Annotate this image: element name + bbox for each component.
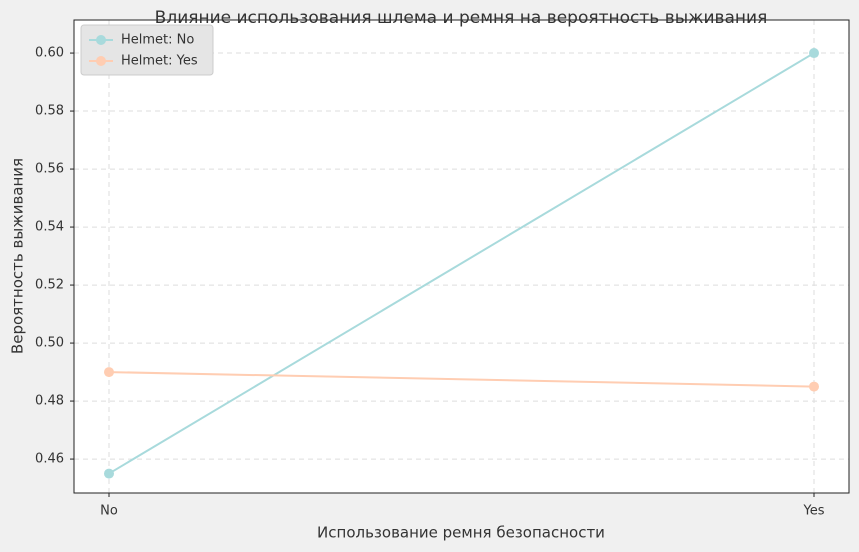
point bbox=[809, 381, 819, 392]
chart-title: Влияние использования шлема и ремня на в… bbox=[155, 8, 768, 28]
point bbox=[104, 468, 114, 479]
legend-marker bbox=[96, 56, 106, 66]
y-axis-label: Вероятность выживания bbox=[9, 158, 27, 354]
point bbox=[809, 48, 819, 59]
x-tick-label: Yes bbox=[803, 504, 825, 519]
legend-label: Helmet: No bbox=[121, 33, 194, 48]
legend-box bbox=[80, 24, 214, 76]
series-line bbox=[108, 52, 815, 475]
point bbox=[104, 367, 114, 378]
y-tick-label: 0.50 bbox=[35, 336, 64, 351]
grid bbox=[74, 20, 849, 493]
y-tick-label: 0.54 bbox=[35, 220, 64, 235]
plot-frame bbox=[73, 19, 850, 494]
y-tick-label: 0.60 bbox=[35, 46, 64, 61]
legend-label: Helmet: Yes bbox=[121, 54, 198, 69]
legend: Helmet: No Helmet: Yes bbox=[80, 24, 214, 76]
y-tick-label: 0.48 bbox=[35, 394, 64, 409]
series-line bbox=[108, 371, 815, 388]
legend-marker bbox=[96, 35, 106, 45]
x-tick-label: No bbox=[100, 504, 118, 519]
plot-area bbox=[74, 20, 849, 493]
y-tick-label: 0.58 bbox=[35, 104, 64, 119]
y-tick-label: 0.46 bbox=[35, 452, 64, 467]
marks bbox=[104, 48, 819, 479]
y-tick-label: 0.52 bbox=[35, 278, 64, 293]
y-tick-label: 0.56 bbox=[35, 162, 64, 177]
x-axis-label: Использование ремня безопасности bbox=[317, 524, 605, 542]
